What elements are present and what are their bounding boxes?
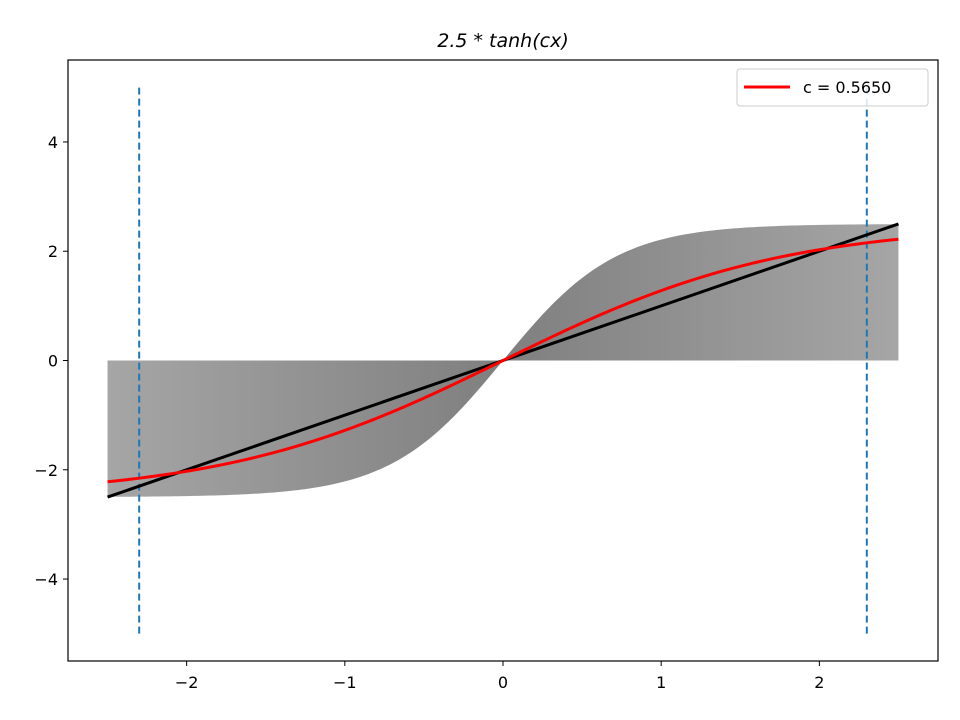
legend-label: c = 0.5650 <box>803 78 891 97</box>
y-tick-label: 4 <box>48 133 58 152</box>
x-tick-label: 2 <box>814 673 824 692</box>
y-tick-label: 0 <box>48 352 58 371</box>
x-tick-label: −1 <box>333 673 357 692</box>
legend-box <box>736 68 929 107</box>
x-axis-ticks: −2 −1 0 1 2 <box>175 661 824 692</box>
legend: c = 0.5650 <box>736 68 929 107</box>
y-axis-ticks: −4 −2 0 2 4 <box>34 133 68 589</box>
chart-title: 2.5 * tanh(cx) <box>437 30 569 52</box>
y-tick-label: −4 <box>34 570 58 589</box>
series-line-1 <box>107 237 899 484</box>
y-tick-label: −2 <box>34 461 58 480</box>
y-tick-label: 2 <box>48 242 58 261</box>
x-tick-label: 0 <box>498 673 508 692</box>
plot-area <box>107 87 899 634</box>
x-tick-label: 1 <box>656 673 666 692</box>
x-tick-label: −2 <box>175 673 199 692</box>
